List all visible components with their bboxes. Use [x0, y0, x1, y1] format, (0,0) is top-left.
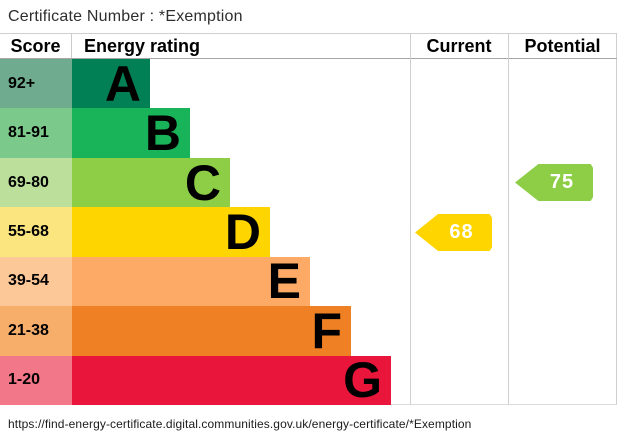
- rating-bands: 92+ A 81-91 B 69-80 C 55-68 D 39-54 E 21-38 F 1-20 G: [0, 58, 617, 405]
- current-rating-value: 68: [449, 221, 474, 243]
- current-column-header: Current: [426, 36, 492, 56]
- score-range-d: 55-68: [0, 207, 72, 257]
- band-row-c: 69-80 C: [0, 157, 617, 208]
- band-row-d: 55-68 D: [0, 207, 617, 257]
- rating-bar-e: E: [72, 256, 310, 307]
- certificate-url: https://find-energy-certificate.digital.…: [8, 417, 472, 431]
- score-column-header: Score: [0, 34, 72, 58]
- score-range-c: 69-80: [0, 157, 72, 208]
- rating-bar-a: A: [72, 58, 150, 109]
- band-row-f: 21-38 F: [0, 306, 617, 356]
- rating-bar-d: D: [72, 207, 270, 257]
- current-column-divider: [410, 34, 411, 405]
- score-range-b: 81-91: [0, 108, 72, 158]
- rating-bar-b: B: [72, 108, 190, 158]
- rating-bar-c: C: [72, 157, 230, 208]
- band-row-b: 81-91 B: [0, 108, 617, 158]
- score-range-e: 39-54: [0, 256, 72, 307]
- band-row-a: 92+ A: [0, 58, 617, 109]
- energy-rating-chart: Score Energy rating Current Potential 92…: [0, 33, 617, 405]
- certificate-number-title: Certificate Number : *Exemption: [8, 8, 243, 25]
- band-row-g: 1-20 G: [0, 355, 617, 405]
- rating-bar-f: F: [72, 306, 351, 356]
- chart-header-row: Score Energy rating Current Potential: [0, 34, 617, 59]
- score-range-f: 21-38: [0, 306, 72, 356]
- score-range-a: 92+: [0, 59, 72, 109]
- potential-column-header: Potential: [524, 36, 601, 56]
- band-row-e: 39-54 E: [0, 256, 617, 307]
- potential-column-divider: [508, 34, 509, 405]
- potential-rating-value: 75: [549, 171, 575, 193]
- rating-bar-g: G: [72, 355, 391, 405]
- score-range-g: 1-20: [0, 355, 72, 405]
- energy-rating-column-header: Energy rating: [84, 36, 201, 56]
